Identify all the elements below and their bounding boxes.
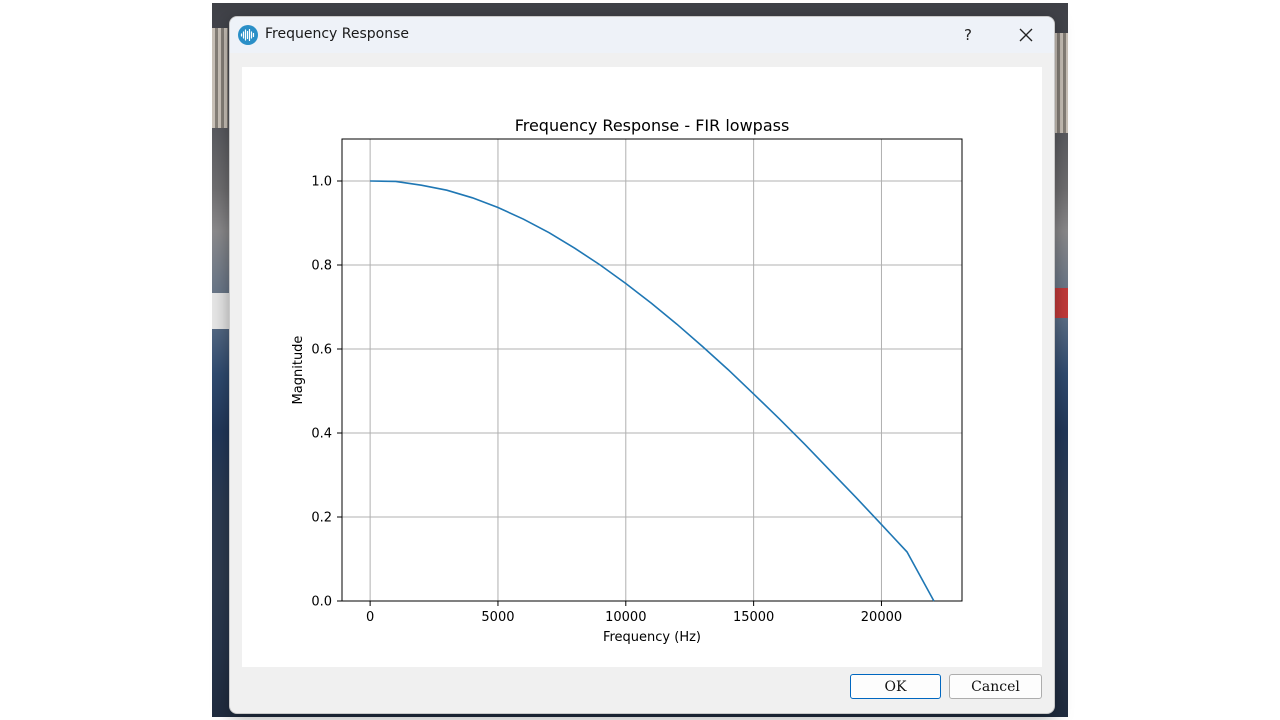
cancel-button[interactable]: Cancel — [949, 674, 1042, 699]
x-tick-label: 10000 — [605, 610, 646, 625]
window-title: Frequency Response — [265, 26, 410, 42]
background-decoration — [1054, 33, 1068, 133]
x-tick-label: 20000 — [861, 610, 902, 625]
close-icon — [1019, 28, 1033, 42]
y-tick-label: 0.2 — [311, 511, 332, 526]
plot-frame — [341, 138, 963, 602]
magnitude-series-line — [370, 180, 935, 602]
chart-title: Frequency Response - FIR lowpass — [515, 116, 790, 135]
plot-canvas: 0 5000 10000 15000 20000 0.0 0.2 0.4 0.6 0.8 1.0 F… — [242, 67, 1042, 667]
x-tick-label: 5000 — [481, 610, 514, 625]
x-tick-label: 15000 — [733, 610, 774, 625]
y-tick-label: 0.0 — [311, 595, 332, 610]
help-button[interactable]: ? — [964, 26, 972, 44]
y-tick-label: 0.6 — [311, 343, 332, 358]
x-axis-label: Frequency (Hz) — [603, 630, 701, 645]
y-tick-label: 0.4 — [311, 427, 332, 442]
x-tick-label: 0 — [366, 610, 374, 625]
ok-button[interactable]: OK — [850, 674, 941, 699]
background-decoration — [1054, 288, 1068, 318]
close-button[interactable] — [1010, 23, 1042, 47]
frequency-response-dialog: Frequency Response ? 0 5000 10000 15000 2000… — [229, 16, 1055, 714]
background-decoration — [212, 28, 228, 128]
frequency-response-chart: 0 5000 10000 15000 20000 0.0 0.2 0.4 0.6 0.8 1.0 F… — [291, 116, 963, 645]
y-axis-label: Magnitude — [291, 336, 306, 405]
background-decoration — [212, 293, 230, 329]
y-tick-label: 1.0 — [311, 175, 332, 190]
y-tick-label: 0.8 — [311, 259, 332, 274]
waveform-icon — [238, 25, 258, 45]
title-bar[interactable]: Frequency Response ? — [230, 17, 1054, 53]
